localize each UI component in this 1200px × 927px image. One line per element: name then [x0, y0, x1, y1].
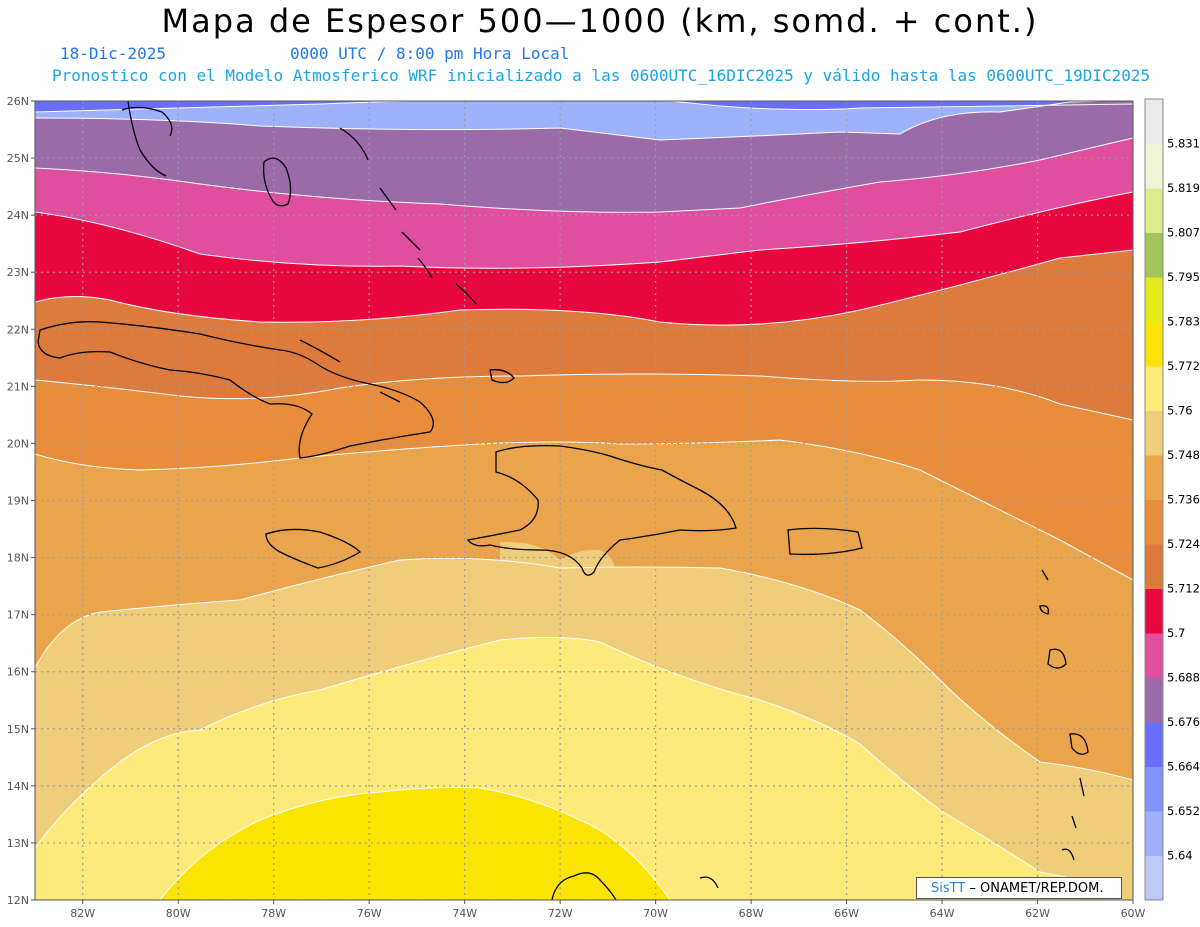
colorbar-swatch: [1145, 633, 1163, 678]
colorbar-label: 5.819: [1167, 181, 1200, 195]
forecast-time: 0000 UTC / 8:00 pm Hora Local: [290, 44, 570, 63]
lesser-antilles-2: [1047, 648, 1067, 669]
lon-label: 80W: [166, 907, 191, 920]
colorbar-label: 5.736: [1167, 493, 1200, 507]
florida-coast: [127, 101, 167, 177]
lat-label: 24N: [7, 209, 29, 222]
turks-caicos: [489, 369, 515, 384]
colorbar: 5.64 5.652 5.664 5.676 5.688 5.7 5.712 5.724 5.7…: [1144, 98, 1200, 901]
lat-label: 25N: [7, 152, 29, 165]
lat-label: 14N: [7, 780, 29, 793]
lat-label: 23N: [7, 266, 29, 279]
colorbar-label: 5.76: [1167, 404, 1193, 418]
longitude-labels: 82W 80W 78W 76W 74W 72W 70W 68W 66W 64W 62W 60W: [70, 900, 1146, 920]
lat-label: 18N: [7, 552, 29, 565]
lat-label: 26N: [7, 95, 29, 108]
lesser-antilles-1: [1039, 569, 1049, 615]
credits-brand: SisTT: [931, 881, 966, 896]
bahamas-andros: [262, 157, 292, 207]
lon-label: 78W: [261, 907, 286, 920]
map-title: Mapa de Espesor 500—1000 (km, somd. + co…: [161, 2, 1039, 40]
model-description: Pronostico con el Modelo Atmosferico WRF…: [52, 66, 1151, 85]
colorbar-label: 5.7: [1167, 626, 1185, 640]
lon-label: 74W: [452, 907, 477, 920]
band-5-772: [160, 787, 670, 900]
lat-label: 20N: [7, 437, 29, 450]
colorbar-swatch: [1145, 677, 1163, 723]
colorbar-label: 5.676: [1167, 715, 1200, 729]
colorbar-label: 5.772: [1167, 359, 1200, 373]
colorbar-swatch: [1145, 366, 1163, 411]
lat-label: 19N: [7, 495, 29, 508]
colorbar-label: 5.807: [1167, 226, 1200, 240]
colorbar-swatch: [1145, 722, 1163, 767]
latitude-labels: 26N 25N 24N 23N 22N 21N 20N 19N 18N 17N 16N 15N 14N 1…: [7, 95, 35, 907]
lat-label: 15N: [7, 723, 29, 736]
colorbar-label: 5.664: [1167, 760, 1200, 774]
thickness-contour-fields: [35, 101, 1133, 900]
lon-label: 82W: [70, 907, 95, 920]
lon-label: 76W: [357, 907, 382, 920]
lon-label: 70W: [643, 907, 668, 920]
credits-org: – ONAMET/REP.DOM.: [965, 881, 1104, 896]
colorbar-swatch: [1145, 277, 1163, 322]
puerto-rico-coast: [787, 527, 863, 556]
colorbar-swatch: [1145, 544, 1163, 589]
lon-label: 66W: [834, 907, 859, 920]
bahamas-islands: [299, 127, 477, 403]
colorbar-label: 5.64: [1167, 849, 1193, 863]
lon-label: 68W: [739, 907, 764, 920]
hispaniola-coast: [466, 444, 737, 576]
lon-label: 62W: [1025, 907, 1050, 920]
colorbar-swatch: [1145, 188, 1163, 233]
coastlines: [37, 101, 1089, 900]
colorbar-swatch: [1145, 455, 1163, 500]
lat-label: 12N: [7, 894, 29, 907]
colorbar-swatch: [1145, 766, 1163, 812]
colorbar-swatch: [1145, 499, 1163, 545]
colorbar-label: 5.712: [1167, 582, 1200, 596]
colorbar-label: 5.783: [1167, 315, 1200, 329]
colorbar-label: 5.652: [1167, 804, 1200, 818]
lon-label: 64W: [930, 907, 955, 920]
colorbar-swatch: [1145, 232, 1163, 278]
lat-label: 21N: [7, 380, 29, 393]
colorbar-label: 5.724: [1167, 537, 1200, 551]
colorbar-swatch: [1145, 143, 1163, 189]
colorbar-label: 5.748: [1167, 448, 1200, 462]
lon-label: 72W: [548, 907, 573, 920]
lat-label: 13N: [7, 837, 29, 850]
colorbar-label: 5.795: [1167, 270, 1200, 284]
colorbar-swatch: [1145, 99, 1163, 144]
lat-lon-grid: [35, 101, 1133, 900]
lesser-antilles-4: [1061, 777, 1085, 861]
lat-label: 16N: [7, 666, 29, 679]
colorbar-swatch: [1145, 855, 1163, 901]
lesser-antilles-3: [1069, 733, 1089, 755]
colorbar-label: 5.688: [1167, 671, 1200, 685]
jamaica-coast: [265, 528, 362, 569]
colorbar-swatch: [1145, 321, 1163, 367]
colorbar-swatch: [1145, 410, 1163, 456]
south-america-coast: [551, 872, 719, 900]
lat-label: 22N: [7, 323, 29, 336]
forecast-date: 18-Dic-2025: [60, 44, 166, 63]
inner-pocket-5-748: [500, 541, 615, 584]
lon-label: 60W: [1121, 907, 1146, 920]
colorbar-label: 5.831: [1167, 137, 1200, 151]
colorbar-swatch: [1145, 811, 1163, 856]
credits-box: SisTT – ONAMET/REP.DOM.: [916, 877, 1122, 899]
bahamas-grand: [121, 106, 173, 137]
thickness-map: 26N 25N 24N 23N 22N 21N 20N 19N 18N 17N 16N 15N 14N 1…: [7, 95, 1200, 920]
cuba-coast: [37, 321, 434, 459]
colorbar-swatch: [1145, 588, 1163, 634]
thickness-contour-lines: [35, 101, 1133, 900]
lat-label: 17N: [7, 609, 29, 622]
colorbar-frame: [1144, 98, 1164, 901]
